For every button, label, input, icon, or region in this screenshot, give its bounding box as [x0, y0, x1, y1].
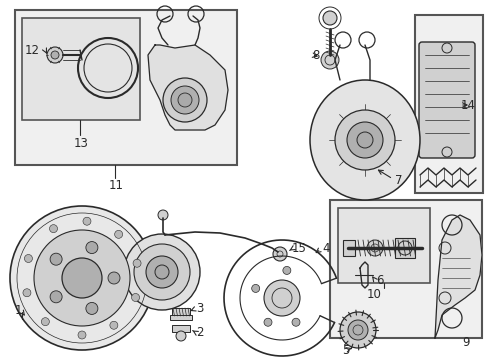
- Bar: [343, 240, 355, 256]
- Circle shape: [86, 242, 98, 253]
- Circle shape: [49, 225, 57, 233]
- Text: 7: 7: [395, 174, 402, 186]
- Circle shape: [134, 244, 190, 300]
- Circle shape: [367, 240, 383, 256]
- Circle shape: [176, 331, 186, 341]
- Circle shape: [47, 47, 63, 63]
- Text: 5: 5: [342, 343, 349, 356]
- Text: 9: 9: [462, 336, 469, 348]
- Circle shape: [146, 256, 178, 288]
- FancyBboxPatch shape: [419, 42, 475, 158]
- Circle shape: [131, 293, 140, 301]
- Circle shape: [41, 318, 49, 326]
- Text: 11: 11: [109, 179, 124, 192]
- Circle shape: [34, 230, 130, 326]
- Circle shape: [83, 217, 91, 225]
- Circle shape: [178, 93, 192, 107]
- Circle shape: [292, 318, 300, 326]
- Text: 8: 8: [312, 49, 319, 62]
- Circle shape: [264, 318, 272, 326]
- Circle shape: [348, 320, 368, 340]
- Circle shape: [110, 321, 118, 329]
- Bar: [395, 238, 415, 258]
- Circle shape: [50, 291, 62, 303]
- Text: 14: 14: [461, 99, 476, 112]
- Text: 13: 13: [74, 136, 89, 149]
- Circle shape: [335, 110, 395, 170]
- Text: 15: 15: [292, 242, 307, 255]
- Circle shape: [10, 206, 154, 350]
- Circle shape: [155, 265, 169, 279]
- Circle shape: [273, 247, 287, 261]
- Circle shape: [158, 210, 168, 220]
- Circle shape: [347, 122, 383, 158]
- Bar: [22, 18, 140, 120]
- Circle shape: [321, 51, 339, 69]
- Text: 1: 1: [15, 303, 23, 316]
- Bar: [172, 308, 190, 316]
- Text: 4: 4: [322, 242, 329, 255]
- Polygon shape: [148, 45, 228, 130]
- Bar: [415, 15, 483, 193]
- Text: 3: 3: [196, 302, 203, 315]
- Circle shape: [133, 259, 141, 267]
- Polygon shape: [435, 215, 482, 338]
- Circle shape: [124, 234, 200, 310]
- Bar: [330, 200, 482, 338]
- Text: 6: 6: [376, 274, 384, 287]
- Bar: [170, 315, 192, 320]
- Bar: [338, 208, 430, 283]
- Circle shape: [108, 272, 120, 284]
- Ellipse shape: [310, 80, 420, 200]
- Circle shape: [51, 51, 59, 59]
- Circle shape: [163, 78, 207, 122]
- Circle shape: [323, 11, 337, 25]
- Circle shape: [252, 284, 260, 292]
- Circle shape: [50, 253, 62, 265]
- Circle shape: [24, 255, 32, 262]
- Circle shape: [62, 258, 102, 298]
- Circle shape: [264, 280, 300, 316]
- Circle shape: [115, 230, 122, 238]
- Bar: [172, 325, 190, 332]
- Circle shape: [357, 132, 373, 148]
- Circle shape: [171, 86, 199, 114]
- Circle shape: [86, 302, 98, 314]
- Circle shape: [23, 289, 31, 297]
- Text: 12: 12: [25, 44, 40, 57]
- Text: 2: 2: [196, 325, 203, 338]
- Circle shape: [283, 266, 291, 274]
- Circle shape: [78, 331, 86, 339]
- Circle shape: [340, 312, 376, 348]
- Bar: [15, 10, 237, 165]
- Text: 10: 10: [367, 288, 381, 302]
